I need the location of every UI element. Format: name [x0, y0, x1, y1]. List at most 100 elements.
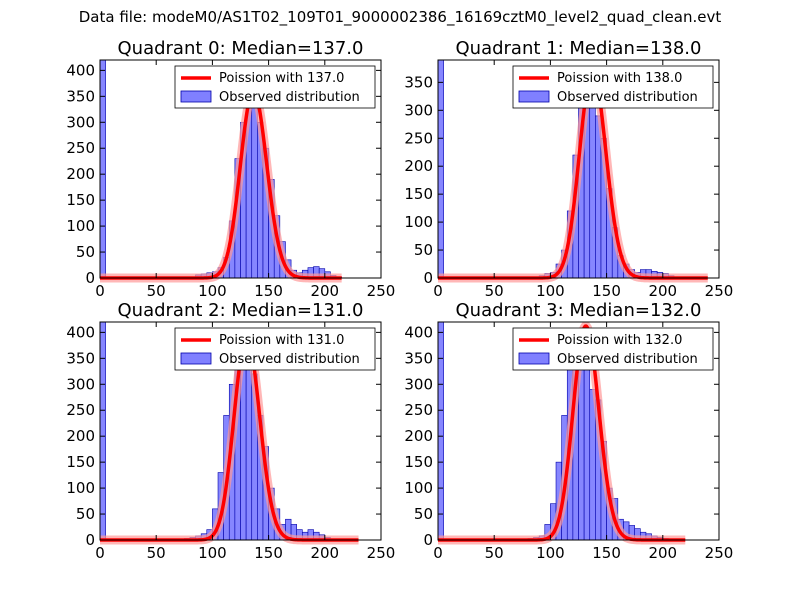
histogram-bar — [99, 59, 106, 279]
x-tick-label: 250 — [367, 544, 396, 562]
x-tick-label: 50 — [485, 544, 504, 562]
legend-bar-swatch — [180, 90, 212, 103]
y-tick-label: 0 — [85, 531, 95, 549]
y-tick-label: 300 — [404, 375, 433, 393]
quadrant-0-axes-frame — [99, 59, 382, 279]
x-tick-label: 50 — [147, 282, 166, 300]
quadrant-1-axes-frame — [437, 59, 720, 279]
y-tick-label: 50 — [414, 241, 433, 259]
y-tick-label: 350 — [404, 349, 433, 367]
histogram-bar — [437, 321, 444, 541]
quadrant-3-legend: Poission with 132.0 Observed distribution — [512, 327, 714, 371]
quadrant-2-legend: Poission with 131.0 Observed distribution — [174, 327, 376, 371]
quadrant-2-axes-frame — [99, 321, 382, 541]
legend-label-observed: Observed distribution — [219, 90, 360, 105]
x-tick-label: 0 — [433, 544, 443, 562]
y-tick-label: 250 — [404, 129, 433, 147]
legend-label-poisson: Poission with 131.0 — [219, 333, 344, 348]
x-tick-label: 100 — [536, 544, 565, 562]
y-tick-label: 300 — [404, 101, 433, 119]
histogram-bar — [437, 59, 444, 279]
histogram-bar — [99, 321, 106, 541]
x-tick-label: 50 — [147, 544, 166, 562]
y-tick-label: 400 — [404, 323, 433, 341]
legend-label-observed: Observed distribution — [557, 352, 698, 367]
x-tick-label: 100 — [198, 544, 227, 562]
quadrant-3-chart: Quadrant 3: Median=132.0 0 50 100 150 200 250 0… — [404, 300, 733, 562]
y-tick-label: 250 — [66, 401, 95, 419]
x-tick-label: 150 — [592, 544, 621, 562]
x-tick-label: 200 — [648, 282, 677, 300]
quadrant-1-title: Quadrant 1: Median=138.0 — [456, 38, 702, 59]
x-tick-label: 150 — [592, 282, 621, 300]
legend-bar-swatch — [180, 352, 212, 365]
histogram-bar — [589, 87, 596, 279]
quadrant-2-chart: Quadrant 2: Median=131.0 0 50 100 150 200 250 0… — [66, 300, 395, 562]
y-tick-label: 0 — [423, 269, 433, 287]
x-tick-label: 0 — [95, 282, 105, 300]
y-tick-label: 350 — [66, 87, 95, 105]
legend-bar-swatch — [518, 90, 550, 103]
x-tick-label: 200 — [648, 544, 677, 562]
quadrant-0-chart: Quadrant 0: Median=137.0 0 50 100 150 200 250 0… — [66, 38, 395, 300]
x-tick-label: 250 — [367, 282, 396, 300]
y-tick-label: 50 — [76, 243, 95, 261]
y-tick-label: 150 — [66, 191, 95, 209]
y-tick-label: 150 — [404, 185, 433, 203]
legend-bar-swatch — [518, 352, 550, 365]
y-tick-label: 250 — [404, 401, 433, 419]
poisson-fit-line — [99, 89, 343, 280]
quadrant-3-axes-frame — [437, 321, 720, 541]
quadrant-0-title: Quadrant 0: Median=137.0 — [118, 38, 364, 59]
x-tick-label: 100 — [536, 282, 565, 300]
x-tick-label: 150 — [254, 282, 283, 300]
quadrant-3-title: Quadrant 3: Median=132.0 — [456, 300, 702, 321]
quadrant-2-title: Quadrant 2: Median=131.0 — [118, 300, 364, 321]
y-tick-label: 0 — [85, 269, 95, 287]
y-tick-label: 300 — [66, 375, 95, 393]
y-tick-label: 150 — [404, 453, 433, 471]
y-tick-label: 100 — [66, 479, 95, 497]
legend-label-observed: Observed distribution — [557, 90, 698, 105]
histogram-bar — [251, 106, 258, 279]
x-tick-label: 250 — [705, 544, 734, 562]
x-tick-label: 0 — [433, 282, 443, 300]
y-tick-label: 250 — [66, 139, 95, 157]
x-tick-label: 150 — [254, 544, 283, 562]
y-tick-label: 400 — [66, 323, 95, 341]
quadrant-0-legend: Poission with 137.0 Observed distribution — [174, 65, 376, 109]
y-tick-label: 200 — [66, 165, 95, 183]
legend-label-poisson: Poission with 137.0 — [219, 71, 344, 86]
y-tick-label: 200 — [404, 157, 433, 175]
x-tick-label: 50 — [485, 282, 504, 300]
poisson-fit-glow — [96, 86, 346, 283]
y-tick-label: 100 — [404, 479, 433, 497]
quadrant-1-legend: Poission with 138.0 Observed distribution — [512, 65, 714, 109]
x-tick-label: 100 — [198, 282, 227, 300]
y-tick-label: 200 — [404, 427, 433, 445]
y-tick-label: 50 — [76, 505, 95, 523]
y-tick-label: 300 — [66, 113, 95, 131]
histogram-bar — [589, 389, 596, 541]
x-tick-label: 200 — [310, 282, 339, 300]
y-tick-label: 350 — [404, 73, 433, 91]
histogram-bar — [583, 342, 591, 541]
y-tick-label: 100 — [66, 217, 95, 235]
y-tick-label: 400 — [66, 61, 95, 79]
y-tick-label: 50 — [414, 505, 433, 523]
y-tick-label: 200 — [66, 427, 95, 445]
y-tick-label: 100 — [404, 213, 433, 231]
x-tick-label: 0 — [95, 544, 105, 562]
y-tick-label: 350 — [66, 349, 95, 367]
legend-label-poisson: Poission with 138.0 — [557, 71, 682, 86]
legend-label-observed: Observed distribution — [219, 352, 360, 367]
x-tick-label: 200 — [310, 544, 339, 562]
quadrant-1-chart: Quadrant 1: Median=138.0 0 50 100 150 200 250 0… — [404, 38, 733, 300]
legend-label-poisson: Poission with 132.0 — [557, 333, 682, 348]
figure-title: Data file: modeM0/AS1T02_109T01_90000023… — [78, 8, 722, 26]
y-tick-label: 0 — [423, 531, 433, 549]
y-tick-label: 150 — [66, 453, 95, 471]
x-tick-label: 250 — [705, 282, 734, 300]
